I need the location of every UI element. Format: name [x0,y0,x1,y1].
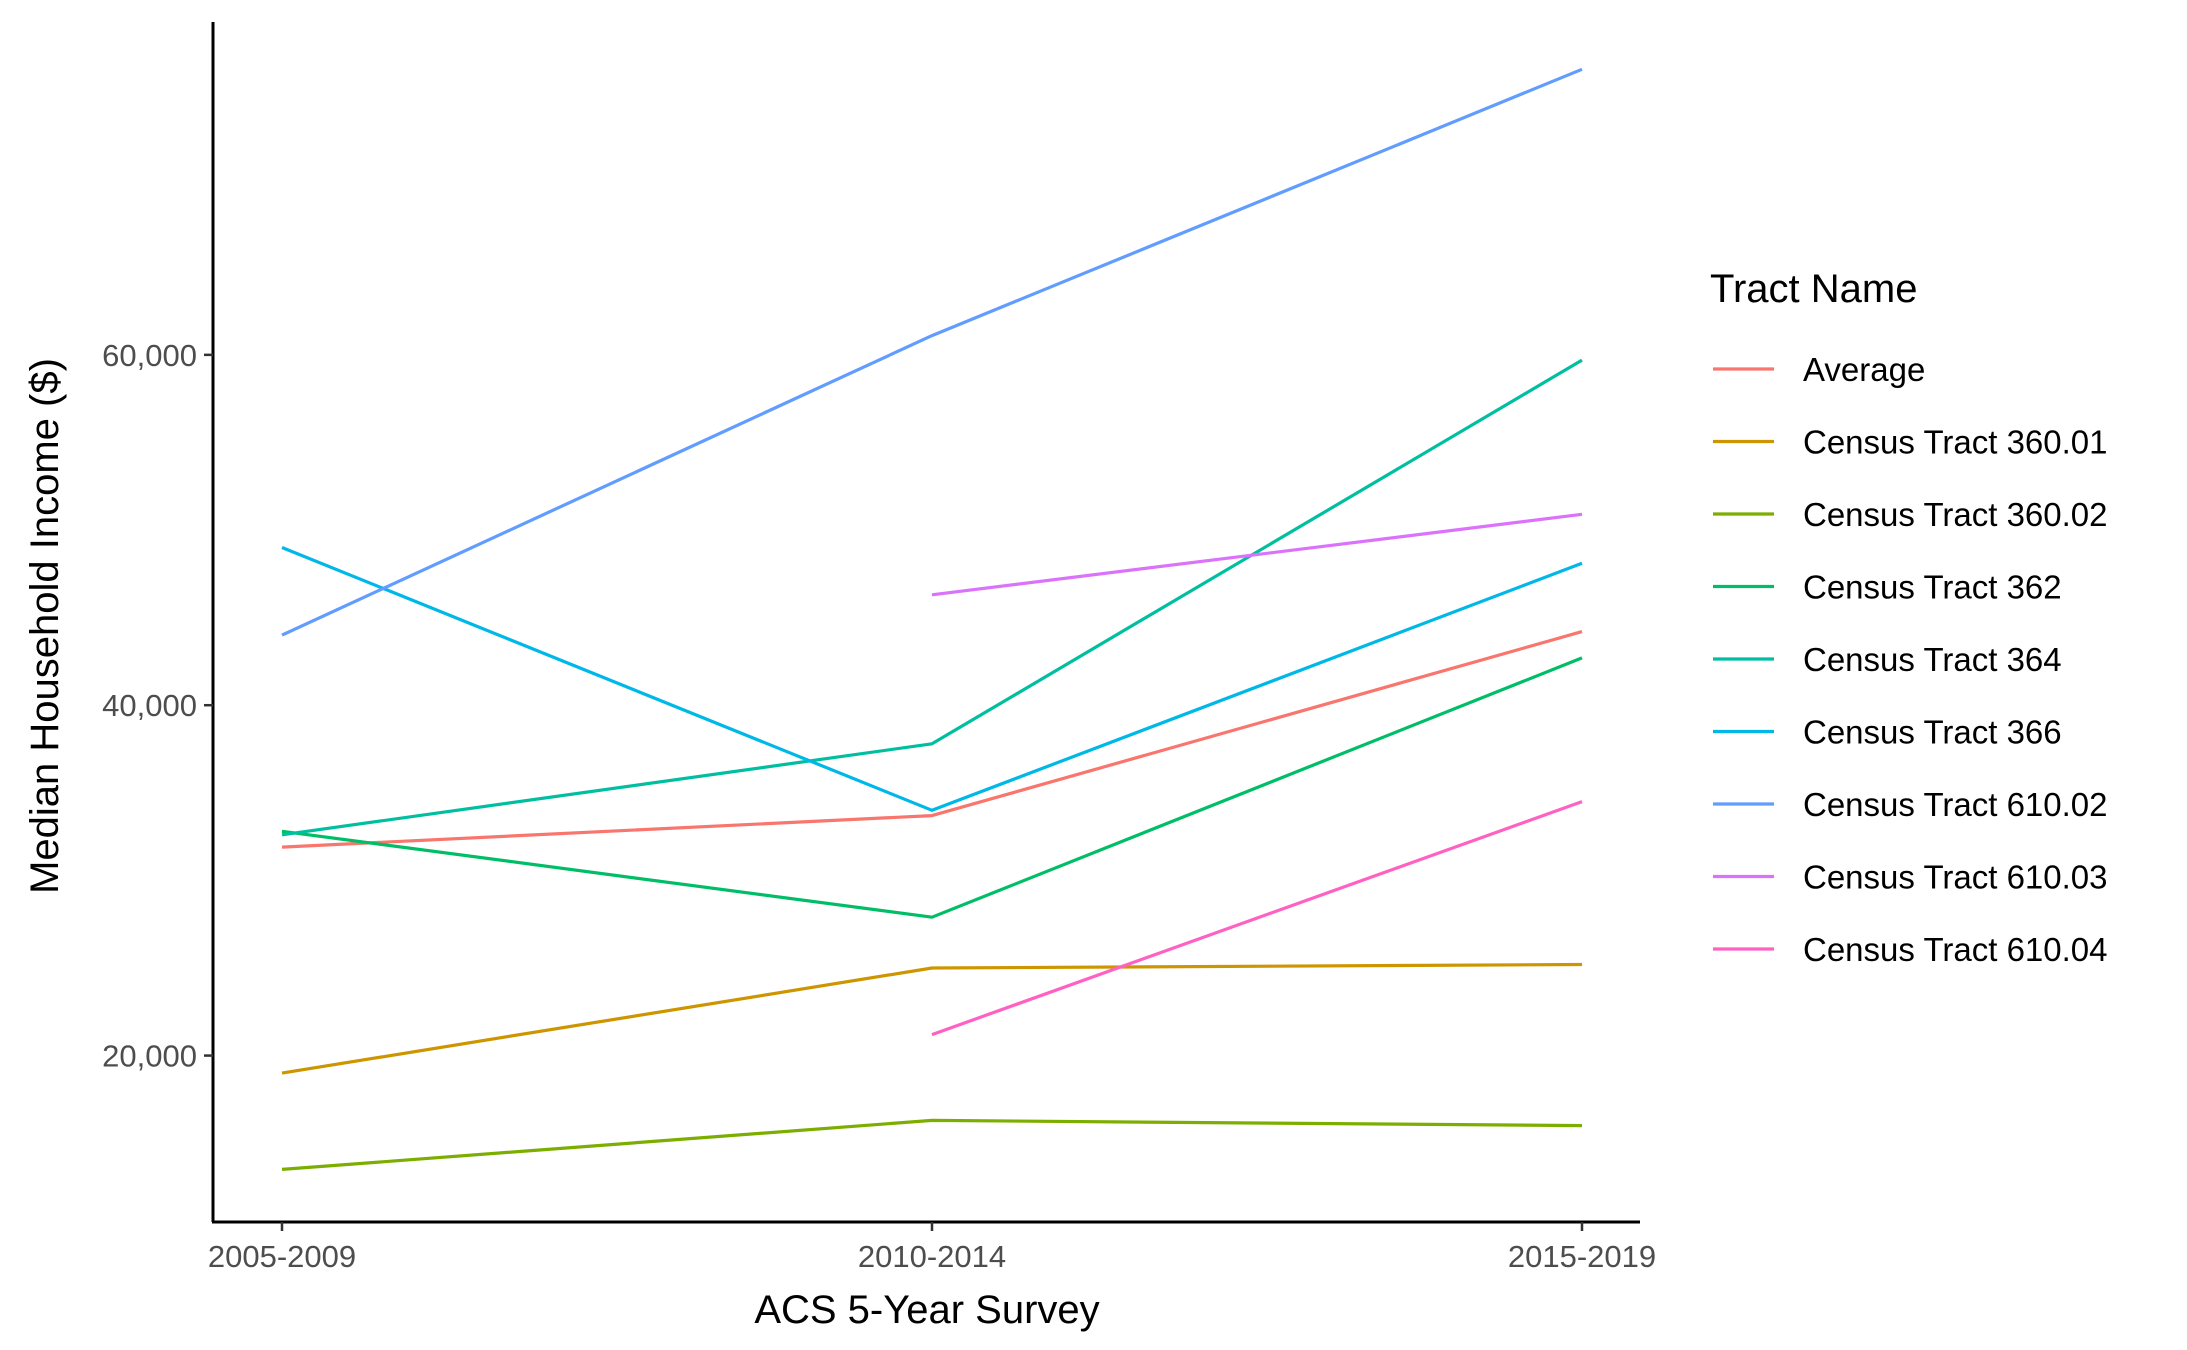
legend-item: Census Tract 364 [1713,641,2062,678]
x-tick-label: 2015-2019 [1508,1239,1656,1274]
series-line [281,630,1583,849]
legend-item: Census Tract 610.03 [1713,859,2108,896]
series-line [281,67,1583,637]
legend-label: Average [1803,351,1925,388]
y-axis-ticks: 20,000 40,000 60,000 [102,338,213,1074]
legend-item: Census Tract 610.02 [1713,786,2108,823]
legend-label: Census Tract 360.01 [1803,424,2108,461]
x-axis-ticks: 2005-2009 2010-2014 2015-2019 [208,1222,1656,1274]
legend-label: Census Tract 364 [1803,641,2062,678]
x-tick-label: 2010-2014 [858,1239,1006,1274]
plot-lines [281,67,1583,1171]
legend-label: Census Tract 360.02 [1803,496,2108,533]
series-line [281,358,1583,837]
legend-item: Census Tract 366 [1713,714,2062,751]
series-line [281,962,1583,1075]
x-tick-label: 2005-2009 [208,1239,356,1274]
legend-label: Census Tract 610.03 [1803,859,2108,896]
y-tick-label: 60,000 [102,338,197,373]
legend-item: Average [1713,351,1925,388]
legend-title: Tract Name [1710,267,1917,311]
y-tick-label: 40,000 [102,688,197,723]
y-axis-title: Median Household Income ($) [23,358,67,894]
legend-label: Census Tract 362 [1803,569,2062,606]
series-line [931,800,1583,1037]
series-line [281,546,1583,812]
series-line [281,656,1583,919]
legend-item: Census Tract 360.01 [1713,424,2108,461]
legend-item: Census Tract 362 [1713,569,2062,606]
series-line [931,512,1583,597]
x-axis-title: ACS 5-Year Survey [754,1288,1099,1332]
series-line [281,1118,1583,1171]
legend-label: Census Tract 366 [1803,714,2062,751]
legend-label: Census Tract 610.04 [1803,931,2108,968]
legend-label: Census Tract 610.02 [1803,786,2108,823]
legend-item: Census Tract 360.02 [1713,496,2108,533]
legend: Average Census Tract 360.01 Census Tract 3… [1713,351,2108,968]
legend-item: Census Tract 610.04 [1713,931,2108,968]
y-tick-label: 20,000 [102,1039,197,1074]
